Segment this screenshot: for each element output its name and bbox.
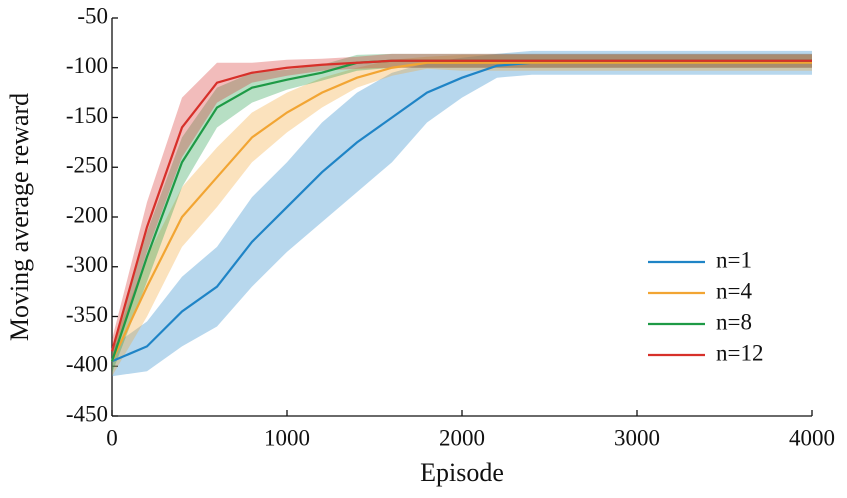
y-tick-label: -250: [66, 153, 108, 178]
legend-label: n=1: [716, 247, 752, 272]
series-line: [110, 59, 812, 352]
y-tick-label: -150: [66, 103, 108, 128]
x-axis-label: Episode: [420, 458, 504, 487]
y-tick-label: -100: [66, 53, 108, 78]
legend-label: n=12: [716, 340, 763, 365]
x-tick-label: 2000: [439, 425, 485, 450]
x-tick-label: 0: [106, 425, 118, 450]
series-line: [111, 61, 812, 362]
x-tick-label: 1000: [264, 425, 310, 450]
y-tick-label: -200: [66, 202, 108, 227]
y-tick-label: -50: [77, 3, 108, 28]
legend-label: n=4: [716, 278, 752, 303]
y-tick-label: -300: [66, 252, 108, 277]
confidence-band: [112, 50, 812, 377]
y-tick-label: -350: [66, 302, 108, 327]
y-tick-label: -400: [66, 352, 108, 377]
x-tick-label: 4000: [789, 425, 835, 450]
y-axis-label: Moving average reward: [5, 93, 34, 341]
y-tick-label: -450: [66, 401, 108, 426]
legend-label: n=8: [716, 309, 752, 334]
x-tick-label: 3000: [614, 425, 660, 450]
